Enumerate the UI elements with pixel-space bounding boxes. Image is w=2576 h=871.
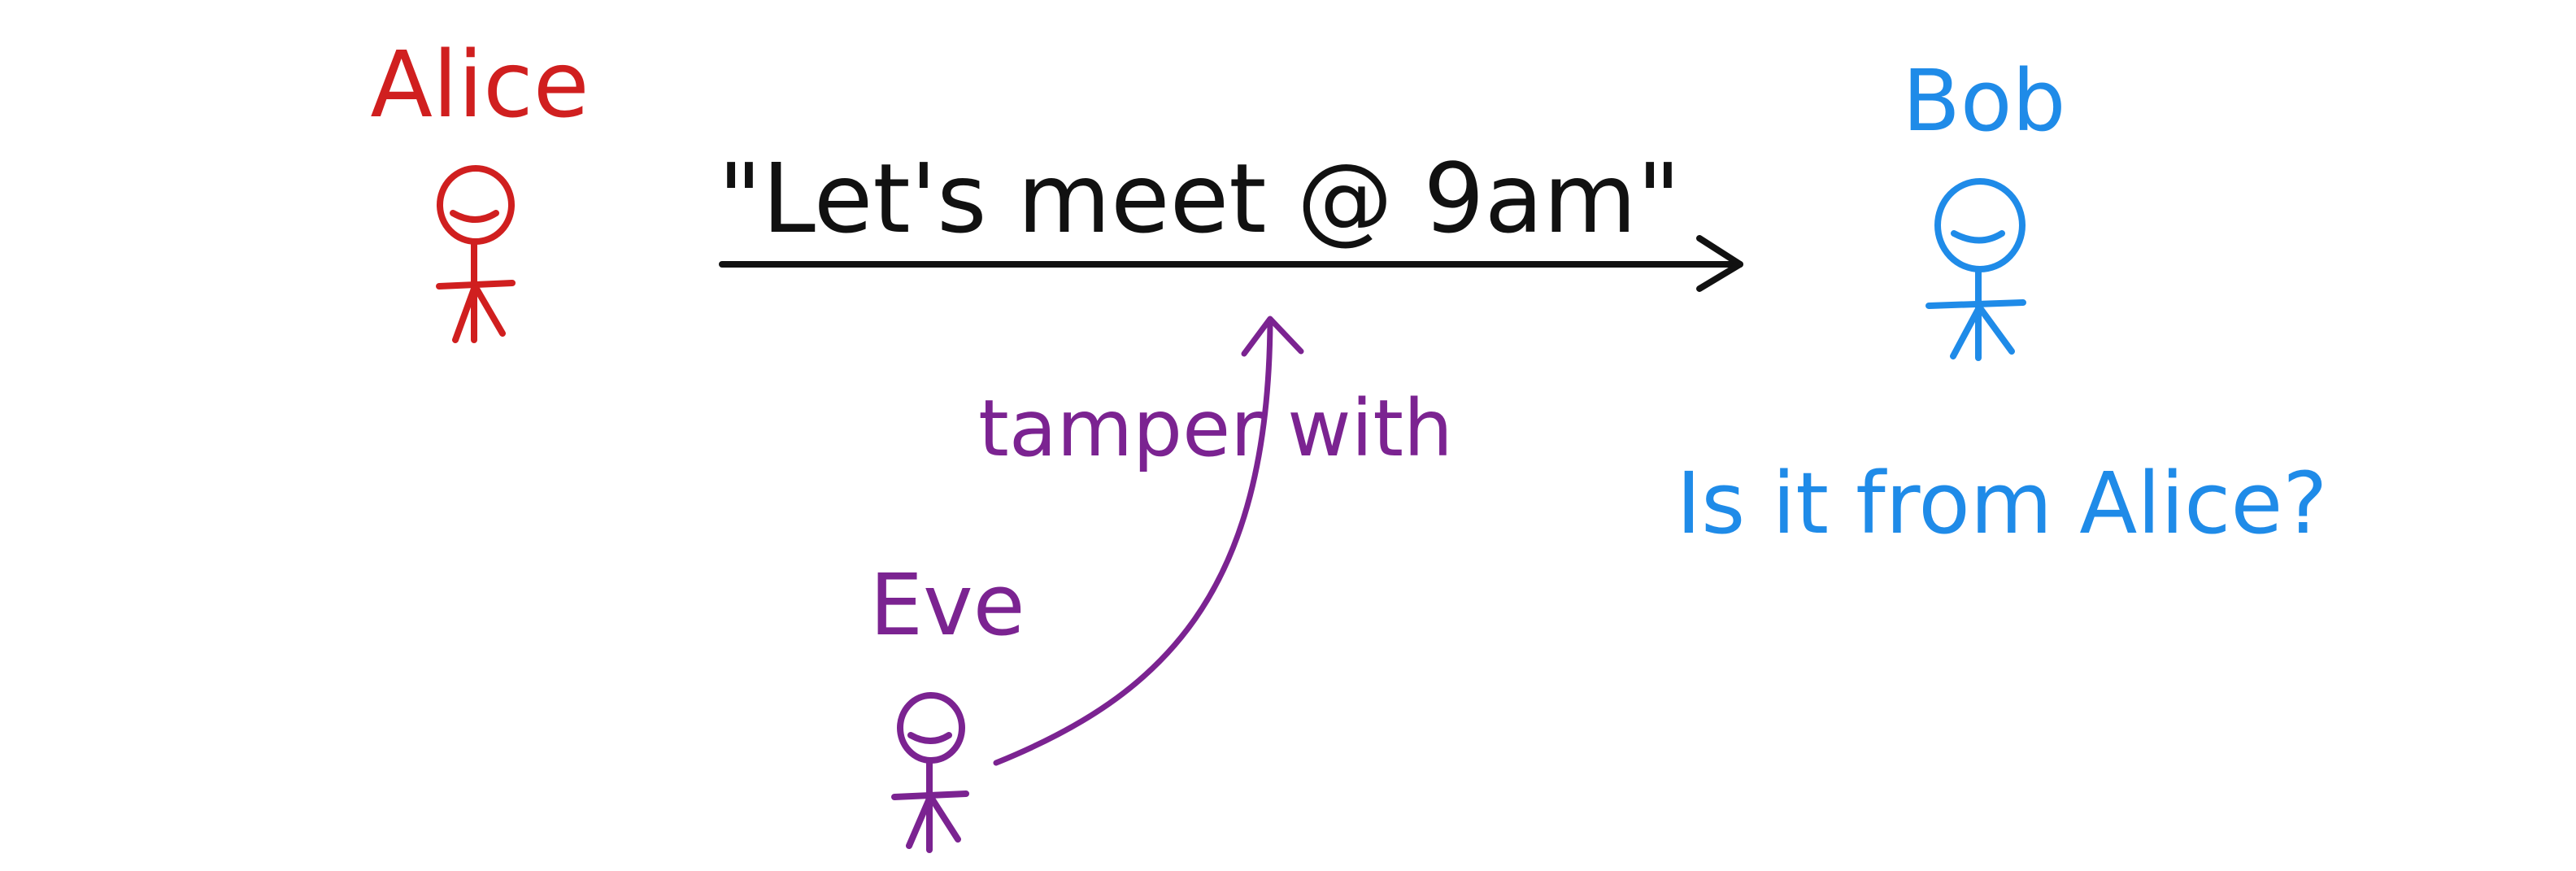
arrow-right-icon [719, 235, 1743, 292]
arrow-up-icon [993, 316, 1304, 766]
tamper-label: tamper with [978, 383, 1453, 474]
bob-question: Is it from Alice? [1676, 454, 2327, 553]
message-text: "Let's meet @ 9am" [718, 142, 1681, 255]
eve-label: Eve [869, 555, 1025, 655]
message-group: "Let's meet @ 9am" [718, 142, 1743, 292]
bob-actor: Bob [1903, 51, 2066, 361]
bob-label: Bob [1903, 51, 2066, 150]
alice-actor: Alice [370, 33, 590, 343]
alice-stick-figure-icon [436, 165, 516, 343]
alice-label: Alice [370, 33, 589, 138]
eve-stick-figure-icon [891, 692, 969, 853]
bob-stick-figure-icon [1925, 178, 2026, 361]
eve-actor: Eve [869, 555, 1025, 853]
